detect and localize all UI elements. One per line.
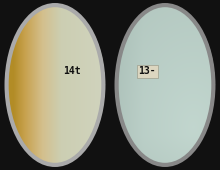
Text: 14t: 14t [63, 66, 80, 76]
Text: 13-: 13- [139, 66, 156, 76]
Text: b: b [117, 14, 125, 27]
